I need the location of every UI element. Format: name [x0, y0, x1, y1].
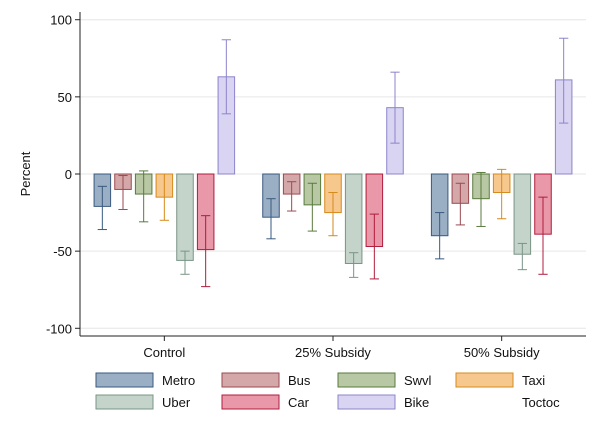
x-tick-labels: Control 25% Subsidy 50% Subsidy	[143, 345, 540, 360]
legend: Metro Bus Swvl Taxi Uber Car Bike Toctoc	[95, 372, 560, 410]
y-tick-label: 50	[58, 90, 72, 105]
error-bars	[97, 37, 569, 288]
legend-label-metro: Metro	[162, 373, 195, 388]
y-tick-label: -50	[53, 244, 72, 259]
legend-swatch-uber	[95, 394, 154, 410]
x-tick-label: Control	[143, 345, 185, 360]
legend-swatch-swvl	[337, 372, 396, 388]
y-tick-label: 100	[50, 13, 72, 28]
y-tick-labels: -100 -50 0 50 100	[46, 13, 72, 337]
legend-swatch-car	[221, 394, 280, 410]
y-tick-label: -100	[46, 321, 72, 336]
x-tick-label: 25% Subsidy	[295, 345, 371, 360]
legend-label-swvl: Swvl	[404, 373, 432, 388]
bar-uber-3	[513, 173, 532, 255]
legend-label-uber: Uber	[162, 395, 191, 410]
legend-label-bus: Bus	[288, 373, 311, 388]
y-axis-title: Percent	[18, 151, 33, 196]
bar-uber-2	[344, 173, 363, 264]
bar-uber-1	[176, 173, 194, 261]
legend-swatch-bike	[337, 394, 396, 410]
legend-label-car: Car	[288, 395, 310, 410]
legend-label-taxi: Taxi	[522, 373, 545, 388]
legend-label-toctoc: Toctoc	[522, 395, 560, 410]
legend-swatch-bus	[221, 372, 280, 388]
legend-swatch-metro	[95, 372, 154, 388]
legend-swatch-taxi	[455, 372, 514, 388]
x-tick-label: 50% Subsidy	[464, 345, 540, 360]
y-tick-label: 0	[65, 167, 72, 182]
legend-label-bike: Bike	[404, 395, 429, 410]
axes	[75, 12, 586, 341]
